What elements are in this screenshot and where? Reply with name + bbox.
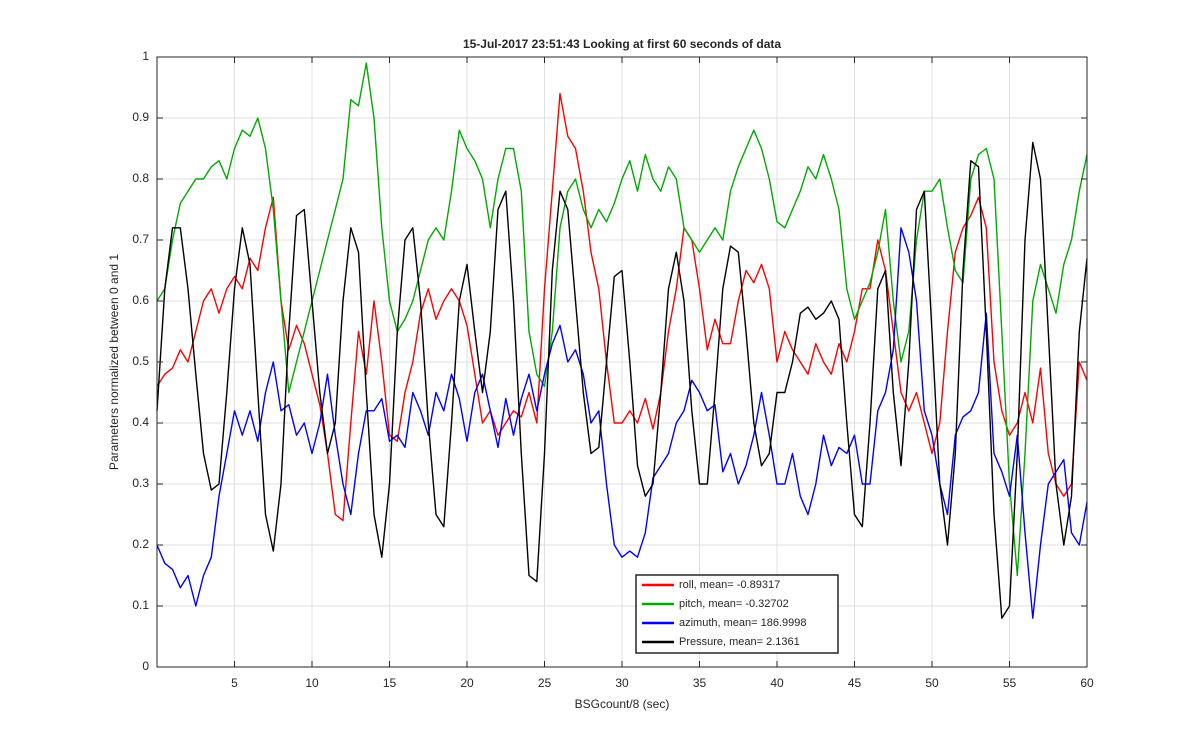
chart-title: 15-Jul-2017 23:51:43 Looking at first 60… [463, 37, 781, 51]
y-tick-label: 0.4 [132, 415, 149, 429]
series-line [156, 92, 1088, 522]
x-tick-label: 15 [383, 676, 397, 690]
y-tick-label: 0.3 [132, 476, 149, 490]
x-tick-label: 60 [1080, 676, 1094, 690]
lines [156, 62, 1088, 619]
y-tick-label: 0.8 [132, 171, 149, 185]
legend: roll, mean= -0.89317 pitch, mean= -0.3270… [635, 574, 839, 654]
y-axis-label: Parameters normalized between 0 and 1 [107, 254, 121, 470]
legend-label: azimuth, mean= 186.9998 [679, 617, 807, 629]
axes-frame [156, 56, 1088, 668]
legend-label: pitch, mean= -0.32702 [679, 598, 789, 610]
x-tick-label: 5 [231, 676, 238, 690]
y-tick-label: 0.5 [132, 354, 149, 368]
x-tick-label: 35 [693, 676, 707, 690]
legend-label: roll, mean= -0.89317 [679, 579, 780, 591]
x-axis-label: BSGcount/8 (sec) [575, 697, 670, 711]
axes: 00.10.20.30.40.50.60.70.80.915 10 15 20 25 30… [132, 49, 1094, 690]
x-tick-label: 20 [460, 676, 474, 690]
y-tick-label: 0.7 [132, 232, 149, 246]
x-tick-label: 50 [925, 676, 939, 690]
legend-box [635, 574, 839, 654]
y-tick-label: 0 [142, 659, 149, 673]
x-tick-label: 25 [538, 676, 552, 690]
series-line [156, 141, 1088, 619]
x-tick-label: 30 [615, 676, 629, 690]
series-line [156, 227, 1088, 619]
legend-label: Pressure, mean= 2.1361 [679, 636, 800, 648]
x-tick-label: 40 [770, 676, 784, 690]
y-tick-label: 1 [142, 49, 149, 63]
x-tick-label: 45 [848, 676, 862, 690]
x-tick-label: 10 [305, 676, 319, 690]
y-tick-label: 0.1 [132, 598, 149, 612]
x-tick-label: 55 [1003, 676, 1017, 690]
y-tick-label: 0.9 [132, 110, 149, 124]
y-tick-label: 0.2 [132, 537, 149, 551]
y-tick-label: 0.6 [132, 293, 149, 307]
